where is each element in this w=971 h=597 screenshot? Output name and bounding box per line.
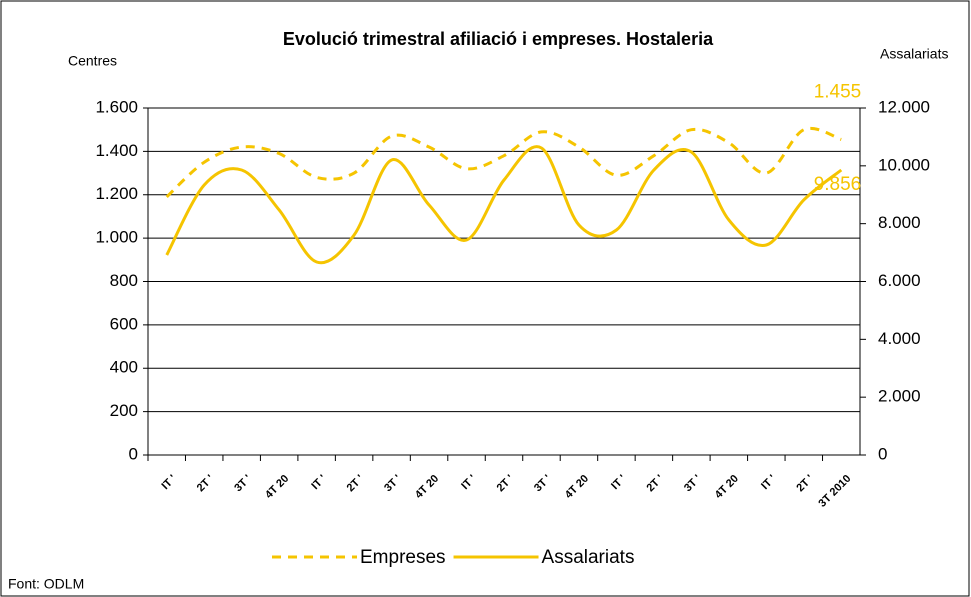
y-tick-label: 600 bbox=[110, 314, 138, 333]
y-tick-label: 1.400 bbox=[95, 141, 138, 160]
y2-tick-label: 6.000 bbox=[878, 271, 921, 290]
y2-tick-label: 2.000 bbox=[878, 387, 921, 406]
legend-label: Assalariats bbox=[542, 547, 635, 568]
y2-tick-label: 12.000 bbox=[878, 97, 930, 116]
y2-tick-label: 4.000 bbox=[878, 329, 921, 348]
y2-tick-label: 10.000 bbox=[878, 155, 930, 174]
legend-label: Empreses bbox=[360, 547, 446, 568]
y-tick-label: 200 bbox=[110, 401, 138, 420]
data-label: 9.856 bbox=[814, 174, 862, 195]
y-tick-label: 800 bbox=[110, 271, 138, 290]
y-axis-label: Centres bbox=[68, 53, 117, 69]
y2-axis-label: Assalariats bbox=[880, 46, 948, 62]
series-line bbox=[165, 126, 842, 199]
chart-title: Evolució trimestral afiliació i empreses… bbox=[283, 29, 714, 49]
y-tick-label: 1.600 bbox=[95, 97, 138, 116]
y-tick-label: 1.200 bbox=[95, 184, 138, 203]
y2-tick-label: 8.000 bbox=[878, 213, 921, 232]
series-line bbox=[165, 145, 843, 265]
y2-tick-label: 0 bbox=[878, 444, 887, 463]
y-tick-label: 0 bbox=[129, 444, 138, 463]
source: Font: ODLM bbox=[8, 576, 84, 592]
y-tick-label: 1.000 bbox=[95, 228, 138, 247]
y-tick-label: 400 bbox=[110, 358, 138, 377]
data-label: 1.455 bbox=[814, 81, 862, 102]
